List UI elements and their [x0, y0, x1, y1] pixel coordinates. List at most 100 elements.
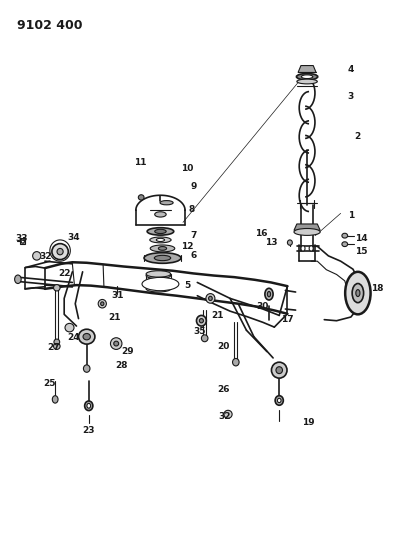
- Ellipse shape: [196, 316, 206, 326]
- Text: 29: 29: [121, 347, 134, 356]
- Text: 23: 23: [83, 426, 95, 435]
- Text: 1: 1: [348, 212, 354, 221]
- Text: 3: 3: [348, 92, 354, 101]
- Text: 15: 15: [355, 247, 367, 256]
- Ellipse shape: [57, 248, 63, 255]
- Text: 16: 16: [254, 229, 267, 238]
- Ellipse shape: [301, 75, 313, 78]
- Ellipse shape: [15, 275, 21, 284]
- Ellipse shape: [147, 228, 174, 235]
- Text: 28: 28: [115, 361, 128, 370]
- Ellipse shape: [150, 245, 175, 252]
- Ellipse shape: [146, 271, 171, 277]
- Ellipse shape: [275, 395, 283, 405]
- Text: 21: 21: [109, 312, 121, 321]
- Ellipse shape: [53, 343, 60, 350]
- Ellipse shape: [139, 195, 144, 200]
- Text: 31: 31: [111, 291, 124, 300]
- Ellipse shape: [65, 324, 74, 332]
- Text: 19: 19: [302, 418, 314, 427]
- Ellipse shape: [32, 252, 41, 260]
- Ellipse shape: [265, 288, 273, 300]
- Text: 34: 34: [67, 233, 80, 242]
- Ellipse shape: [111, 338, 122, 350]
- Ellipse shape: [294, 229, 320, 236]
- Text: 25: 25: [43, 379, 55, 388]
- Text: 2: 2: [354, 132, 360, 141]
- Ellipse shape: [146, 286, 171, 292]
- Ellipse shape: [233, 359, 239, 366]
- Ellipse shape: [150, 237, 171, 243]
- Ellipse shape: [301, 246, 305, 251]
- Ellipse shape: [156, 238, 164, 241]
- Text: 5: 5: [184, 280, 190, 289]
- Text: 6: 6: [190, 252, 196, 260]
- Text: 11: 11: [134, 158, 146, 167]
- Ellipse shape: [160, 200, 173, 205]
- Ellipse shape: [83, 365, 90, 372]
- Polygon shape: [298, 66, 316, 72]
- Ellipse shape: [146, 278, 171, 284]
- Text: 18: 18: [371, 284, 384, 293]
- Text: 9: 9: [190, 182, 196, 191]
- Text: 32: 32: [219, 412, 231, 421]
- Ellipse shape: [352, 284, 364, 303]
- Text: 13: 13: [265, 238, 277, 247]
- Ellipse shape: [83, 334, 90, 340]
- Ellipse shape: [342, 242, 348, 247]
- Text: 35: 35: [194, 327, 206, 336]
- Text: 33: 33: [16, 234, 28, 243]
- Ellipse shape: [146, 272, 171, 279]
- Text: 4: 4: [348, 66, 354, 74]
- Ellipse shape: [98, 300, 106, 308]
- Ellipse shape: [87, 403, 90, 408]
- Ellipse shape: [208, 296, 212, 301]
- Ellipse shape: [85, 401, 93, 410]
- Text: 14: 14: [355, 235, 367, 244]
- Text: 10: 10: [181, 164, 193, 173]
- Ellipse shape: [101, 302, 104, 305]
- Ellipse shape: [79, 329, 95, 344]
- Text: 7: 7: [190, 231, 196, 240]
- Ellipse shape: [21, 239, 24, 243]
- Ellipse shape: [201, 335, 208, 342]
- Ellipse shape: [206, 294, 215, 303]
- Text: 17: 17: [281, 315, 294, 324]
- Ellipse shape: [154, 255, 171, 261]
- Ellipse shape: [155, 212, 166, 217]
- Text: 22: 22: [58, 269, 70, 278]
- Text: 9102 400: 9102 400: [17, 19, 83, 33]
- Text: 12: 12: [181, 243, 193, 252]
- Text: 30: 30: [256, 302, 269, 311]
- Ellipse shape: [142, 277, 179, 290]
- Ellipse shape: [345, 272, 371, 314]
- Ellipse shape: [277, 398, 281, 402]
- Text: 32: 32: [39, 253, 52, 261]
- Ellipse shape: [158, 247, 166, 251]
- Ellipse shape: [296, 74, 318, 80]
- Ellipse shape: [53, 285, 60, 291]
- Ellipse shape: [114, 341, 119, 346]
- Ellipse shape: [276, 367, 282, 374]
- Ellipse shape: [309, 246, 313, 251]
- Ellipse shape: [52, 395, 58, 403]
- Text: 8: 8: [188, 205, 194, 214]
- Ellipse shape: [144, 253, 181, 263]
- Ellipse shape: [54, 339, 60, 345]
- Ellipse shape: [155, 229, 166, 233]
- Polygon shape: [21, 238, 25, 244]
- Text: 21: 21: [212, 311, 224, 320]
- Ellipse shape: [356, 289, 360, 296]
- Polygon shape: [294, 224, 320, 230]
- Ellipse shape: [271, 362, 287, 378]
- Ellipse shape: [267, 292, 270, 297]
- Ellipse shape: [146, 283, 171, 289]
- Ellipse shape: [342, 233, 348, 238]
- Text: 24: 24: [67, 333, 80, 342]
- Text: 27: 27: [47, 343, 60, 352]
- Text: 26: 26: [218, 385, 230, 394]
- Ellipse shape: [52, 244, 68, 260]
- Ellipse shape: [224, 410, 232, 418]
- Ellipse shape: [199, 319, 203, 323]
- Ellipse shape: [287, 240, 292, 245]
